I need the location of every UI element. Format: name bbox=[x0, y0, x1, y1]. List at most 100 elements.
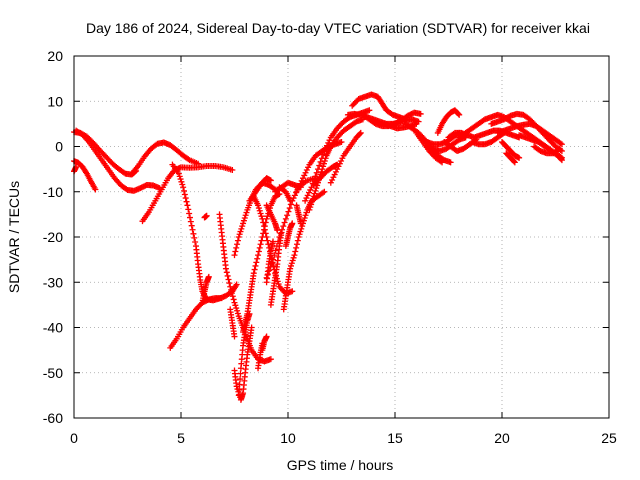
data-point bbox=[203, 212, 210, 219]
data-point bbox=[185, 206, 192, 213]
data-point bbox=[334, 166, 341, 173]
data-point bbox=[308, 201, 315, 208]
y-axis-label: SDTVAR / TECUs bbox=[6, 181, 22, 293]
x-tick-label: 10 bbox=[280, 430, 296, 446]
data-point bbox=[241, 214, 248, 221]
data-point bbox=[298, 177, 305, 184]
data-point bbox=[301, 172, 308, 179]
data-point bbox=[243, 209, 250, 216]
data-point bbox=[234, 237, 241, 244]
data-point bbox=[336, 160, 343, 167]
data-point bbox=[222, 265, 229, 272]
data-point bbox=[501, 129, 508, 136]
data-point bbox=[329, 176, 336, 183]
data-point bbox=[270, 238, 277, 245]
data-point bbox=[181, 191, 188, 198]
data-point bbox=[231, 252, 238, 259]
data-point bbox=[297, 180, 304, 187]
data-point bbox=[516, 154, 523, 161]
data-point bbox=[439, 159, 446, 166]
data-point bbox=[235, 388, 242, 395]
data-point bbox=[296, 183, 303, 190]
data-point bbox=[240, 220, 247, 227]
data-point bbox=[292, 248, 299, 255]
data-point bbox=[233, 244, 240, 251]
data-point bbox=[218, 295, 225, 302]
data-point bbox=[331, 171, 338, 178]
data-point bbox=[237, 370, 244, 377]
data-point bbox=[313, 185, 320, 192]
data-point bbox=[287, 197, 294, 204]
data-point bbox=[305, 189, 312, 196]
y-tick-label: -30 bbox=[43, 274, 63, 290]
data-point bbox=[305, 164, 312, 171]
data-point bbox=[417, 110, 424, 117]
data-point bbox=[289, 257, 296, 264]
data-point bbox=[226, 280, 233, 287]
data-point bbox=[254, 255, 261, 262]
data-point bbox=[437, 158, 444, 165]
data-markers bbox=[71, 91, 565, 403]
data-point bbox=[293, 188, 300, 195]
data-point bbox=[558, 141, 565, 148]
data-point bbox=[558, 157, 565, 164]
data-point bbox=[275, 238, 282, 245]
data-point bbox=[308, 198, 315, 205]
data-point bbox=[242, 212, 249, 219]
data-point bbox=[234, 307, 241, 314]
data-point bbox=[224, 272, 231, 279]
data-point bbox=[255, 248, 262, 255]
data-point bbox=[234, 310, 241, 317]
x-tick-label: 0 bbox=[70, 430, 78, 446]
x-axis-label: GPS time / hours bbox=[287, 457, 394, 473]
data-point bbox=[266, 267, 273, 274]
data-point bbox=[223, 269, 230, 276]
data-point bbox=[313, 169, 320, 176]
data-point bbox=[298, 225, 305, 232]
data-point bbox=[290, 195, 297, 202]
data-point bbox=[557, 140, 564, 147]
data-point bbox=[289, 220, 296, 227]
data-point bbox=[455, 110, 462, 117]
data-point bbox=[92, 186, 99, 193]
data-point bbox=[261, 226, 268, 233]
data-point bbox=[239, 223, 246, 230]
data-point bbox=[307, 204, 314, 211]
data-point bbox=[332, 168, 339, 175]
data-point bbox=[338, 138, 345, 145]
data-point bbox=[326, 137, 333, 144]
data-point bbox=[232, 248, 239, 255]
data-point bbox=[184, 202, 191, 209]
data-point bbox=[272, 247, 279, 254]
data-point bbox=[297, 220, 304, 227]
data-point bbox=[286, 205, 293, 212]
data-point bbox=[252, 262, 259, 269]
data-point bbox=[250, 270, 257, 277]
data-point bbox=[447, 159, 454, 166]
data-point bbox=[277, 230, 284, 237]
data-point bbox=[251, 266, 258, 273]
x-tick-label: 15 bbox=[387, 430, 403, 446]
data-point bbox=[302, 169, 309, 176]
data-point bbox=[232, 302, 239, 309]
y-tick-label: 20 bbox=[47, 48, 63, 64]
data-point bbox=[276, 234, 283, 240]
data-point bbox=[255, 205, 262, 212]
data-point bbox=[293, 244, 300, 251]
data-point bbox=[188, 222, 195, 229]
data-point bbox=[287, 265, 294, 272]
data-point bbox=[191, 234, 198, 241]
y-tick-label: -40 bbox=[43, 320, 63, 336]
y-tick-label: -60 bbox=[43, 410, 63, 426]
data-point bbox=[233, 305, 240, 312]
data-point bbox=[357, 129, 364, 136]
data-point bbox=[235, 234, 242, 240]
data-point bbox=[256, 244, 263, 251]
x-tick-label: 5 bbox=[177, 430, 185, 446]
data-point bbox=[280, 223, 287, 230]
data-point bbox=[229, 293, 236, 300]
data-point bbox=[320, 163, 327, 170]
data-point bbox=[264, 271, 271, 278]
data-point bbox=[288, 260, 295, 267]
data-point bbox=[267, 177, 274, 184]
